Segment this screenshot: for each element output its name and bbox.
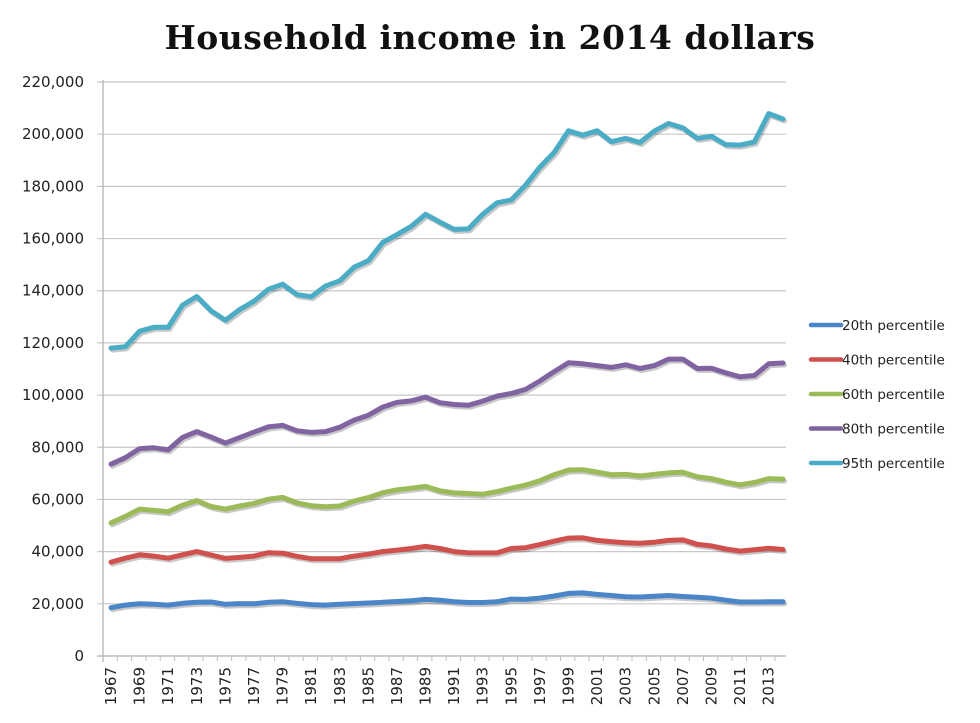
x-tick-label: 1999 [560,667,578,705]
series-line-80th-percentile [108,356,786,467]
x-tick-label: 1997 [531,667,549,705]
x-tick-label: 2009 [703,667,721,705]
legend-item: 60th percentile [808,387,945,403]
y-tick-label: 20,000 [32,595,85,613]
x-tick-label: 1973 [188,667,206,705]
y-tick-label: 180,000 [22,177,84,195]
series-shadow-3 [110,469,787,528]
y-axis-tick-labels: 0 20,000 40,000 60,000 80,000 100,000 120,000 1… [22,73,84,665]
legend-label: 60th percentile [842,387,945,403]
x-tick-label: 1977 [245,667,263,705]
x-axis-tick-labels: 1967 1969 1971 1973 1975 1977 1979 1981 1983 1985… [102,667,778,705]
x-tick-label: 2003 [617,667,635,705]
x-tick-label: 1979 [274,667,292,705]
gridlines [97,81,786,605]
x-tick-label: 1987 [388,667,406,705]
series-lines [108,111,787,613]
legend: 20th percentile 40th percentile 60th perce… [808,318,945,472]
legend-item: 20th percentile [808,318,945,334]
y-tick-label: 80,000 [32,438,85,456]
y-tick-label: 100,000 [22,386,84,404]
x-tick-label: 1971 [159,667,177,705]
legend-item: 80th percentile [808,422,945,438]
series-shadow-4 [110,358,787,469]
legend-label: 80th percentile [842,422,945,438]
y-tick-label: 40,000 [32,543,85,561]
series-line-20th-percentile [108,590,786,611]
y-tick-label: 0 [74,647,84,665]
y-tick-label: 160,000 [22,230,84,248]
chart-title: Household income in 2014 dollars [164,18,816,57]
x-tick-label: 1993 [474,667,492,705]
x-tick-label: 1975 [216,667,234,705]
x-tick-label: 1969 [131,667,149,705]
x-tick-label: 1983 [331,667,349,705]
x-tick-label: 2013 [760,667,778,705]
x-tick-label: 1985 [359,667,377,705]
series-line-60th-percentile [108,467,786,526]
legend-label: 20th percentile [842,318,945,334]
y-tick-label: 120,000 [22,334,84,352]
legend-item: 95th percentile [808,456,945,472]
x-tick-label: 1981 [302,667,320,705]
x-tick-label: 2007 [674,667,692,705]
legend-label: 95th percentile [842,456,945,472]
x-tick-label: 2001 [588,667,606,705]
x-tick-label: 1995 [502,667,520,705]
series-line-95th-percentile [108,111,786,351]
y-tick-label: 220,000 [22,73,84,91]
y-tick-label: 200,000 [22,125,84,143]
x-tick-label: 1989 [417,667,435,705]
x-tick-label: 2005 [645,667,663,705]
axes [97,80,786,662]
x-tick-label: 2011 [731,667,749,705]
legend-label: 40th percentile [842,353,945,369]
x-tick-label: 1991 [445,667,463,705]
legend-item: 40th percentile [808,353,945,369]
y-tick-label: 140,000 [22,282,84,300]
series-line-40th-percentile [108,535,786,565]
y-tick-label: 60,000 [32,490,85,508]
x-tick-label: 1967 [102,667,120,705]
